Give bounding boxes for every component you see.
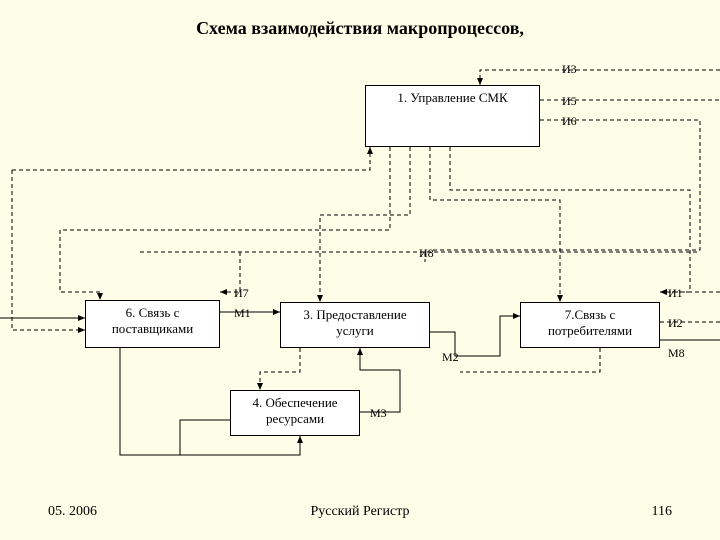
box-3-service: 3. Предоставление услуги [280,302,430,348]
label-i2: И2 [666,316,685,331]
label-i8: И8 [417,246,436,261]
box-3-label: 3. Предоставление услуги [285,307,425,339]
label-i6: И6 [560,114,579,129]
diagram-title: Схема взаимодействия макропроцессов, [0,18,720,39]
label-m3: М3 [368,406,389,421]
box-4-resources: 4. Обеспечение ресурсами [230,390,360,436]
box-7-consumers: 7.Связь с потребителями [520,302,660,348]
label-m8: М8 [666,346,687,361]
label-i7: И7 [232,286,251,301]
connectors [0,0,720,540]
label-m2: М2 [440,350,461,365]
footer-center: Русский Регистр [0,504,720,520]
box-6-label: 6. Связь с поставщиками [90,305,215,337]
label-i3: И3 [560,62,579,77]
box-4-label: 4. Обеспечение ресурсами [235,395,355,427]
box-1-label: 1. Управление СМК [397,90,507,106]
label-i1: И1 [666,286,685,301]
box-6-suppliers: 6. Связь с поставщиками [85,300,220,348]
label-i5: И5 [560,94,579,109]
label-m1: М1 [232,306,253,321]
box-7-label: 7.Связь с потребителями [525,307,655,339]
box-1-smk: 1. Управление СМК [365,85,540,147]
footer-page: 116 [652,504,672,520]
